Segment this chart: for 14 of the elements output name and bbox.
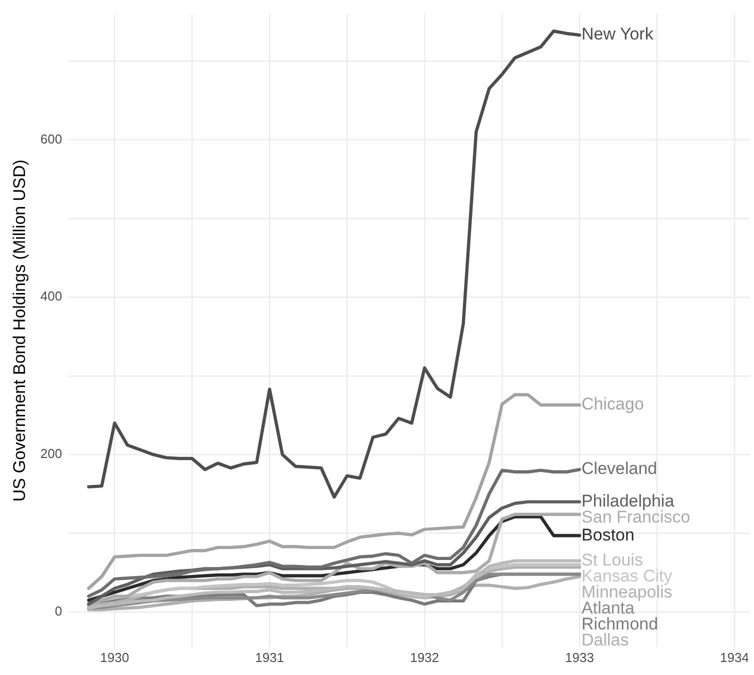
y-tick-label: 0 [54,604,62,619]
x-tick-label: 1930 [100,650,130,665]
series-label: Chicago [582,394,644,414]
y-tick-label: 400 [40,288,62,304]
x-tick-label: 1931 [255,650,284,665]
x-tick-label: 1932 [410,650,440,665]
series-label: Cleveland [582,459,658,478]
x-tick-label: 1934 [720,650,749,665]
series-label: New York [582,24,654,44]
y-axis-title: US Government Bond Holdings (Million USD) [10,160,29,502]
y-tick-label: 600 [40,131,62,146]
series-label: Boston [582,525,634,544]
x-tick-label: 1933 [565,650,594,665]
y-tick-label: 200 [40,446,62,462]
